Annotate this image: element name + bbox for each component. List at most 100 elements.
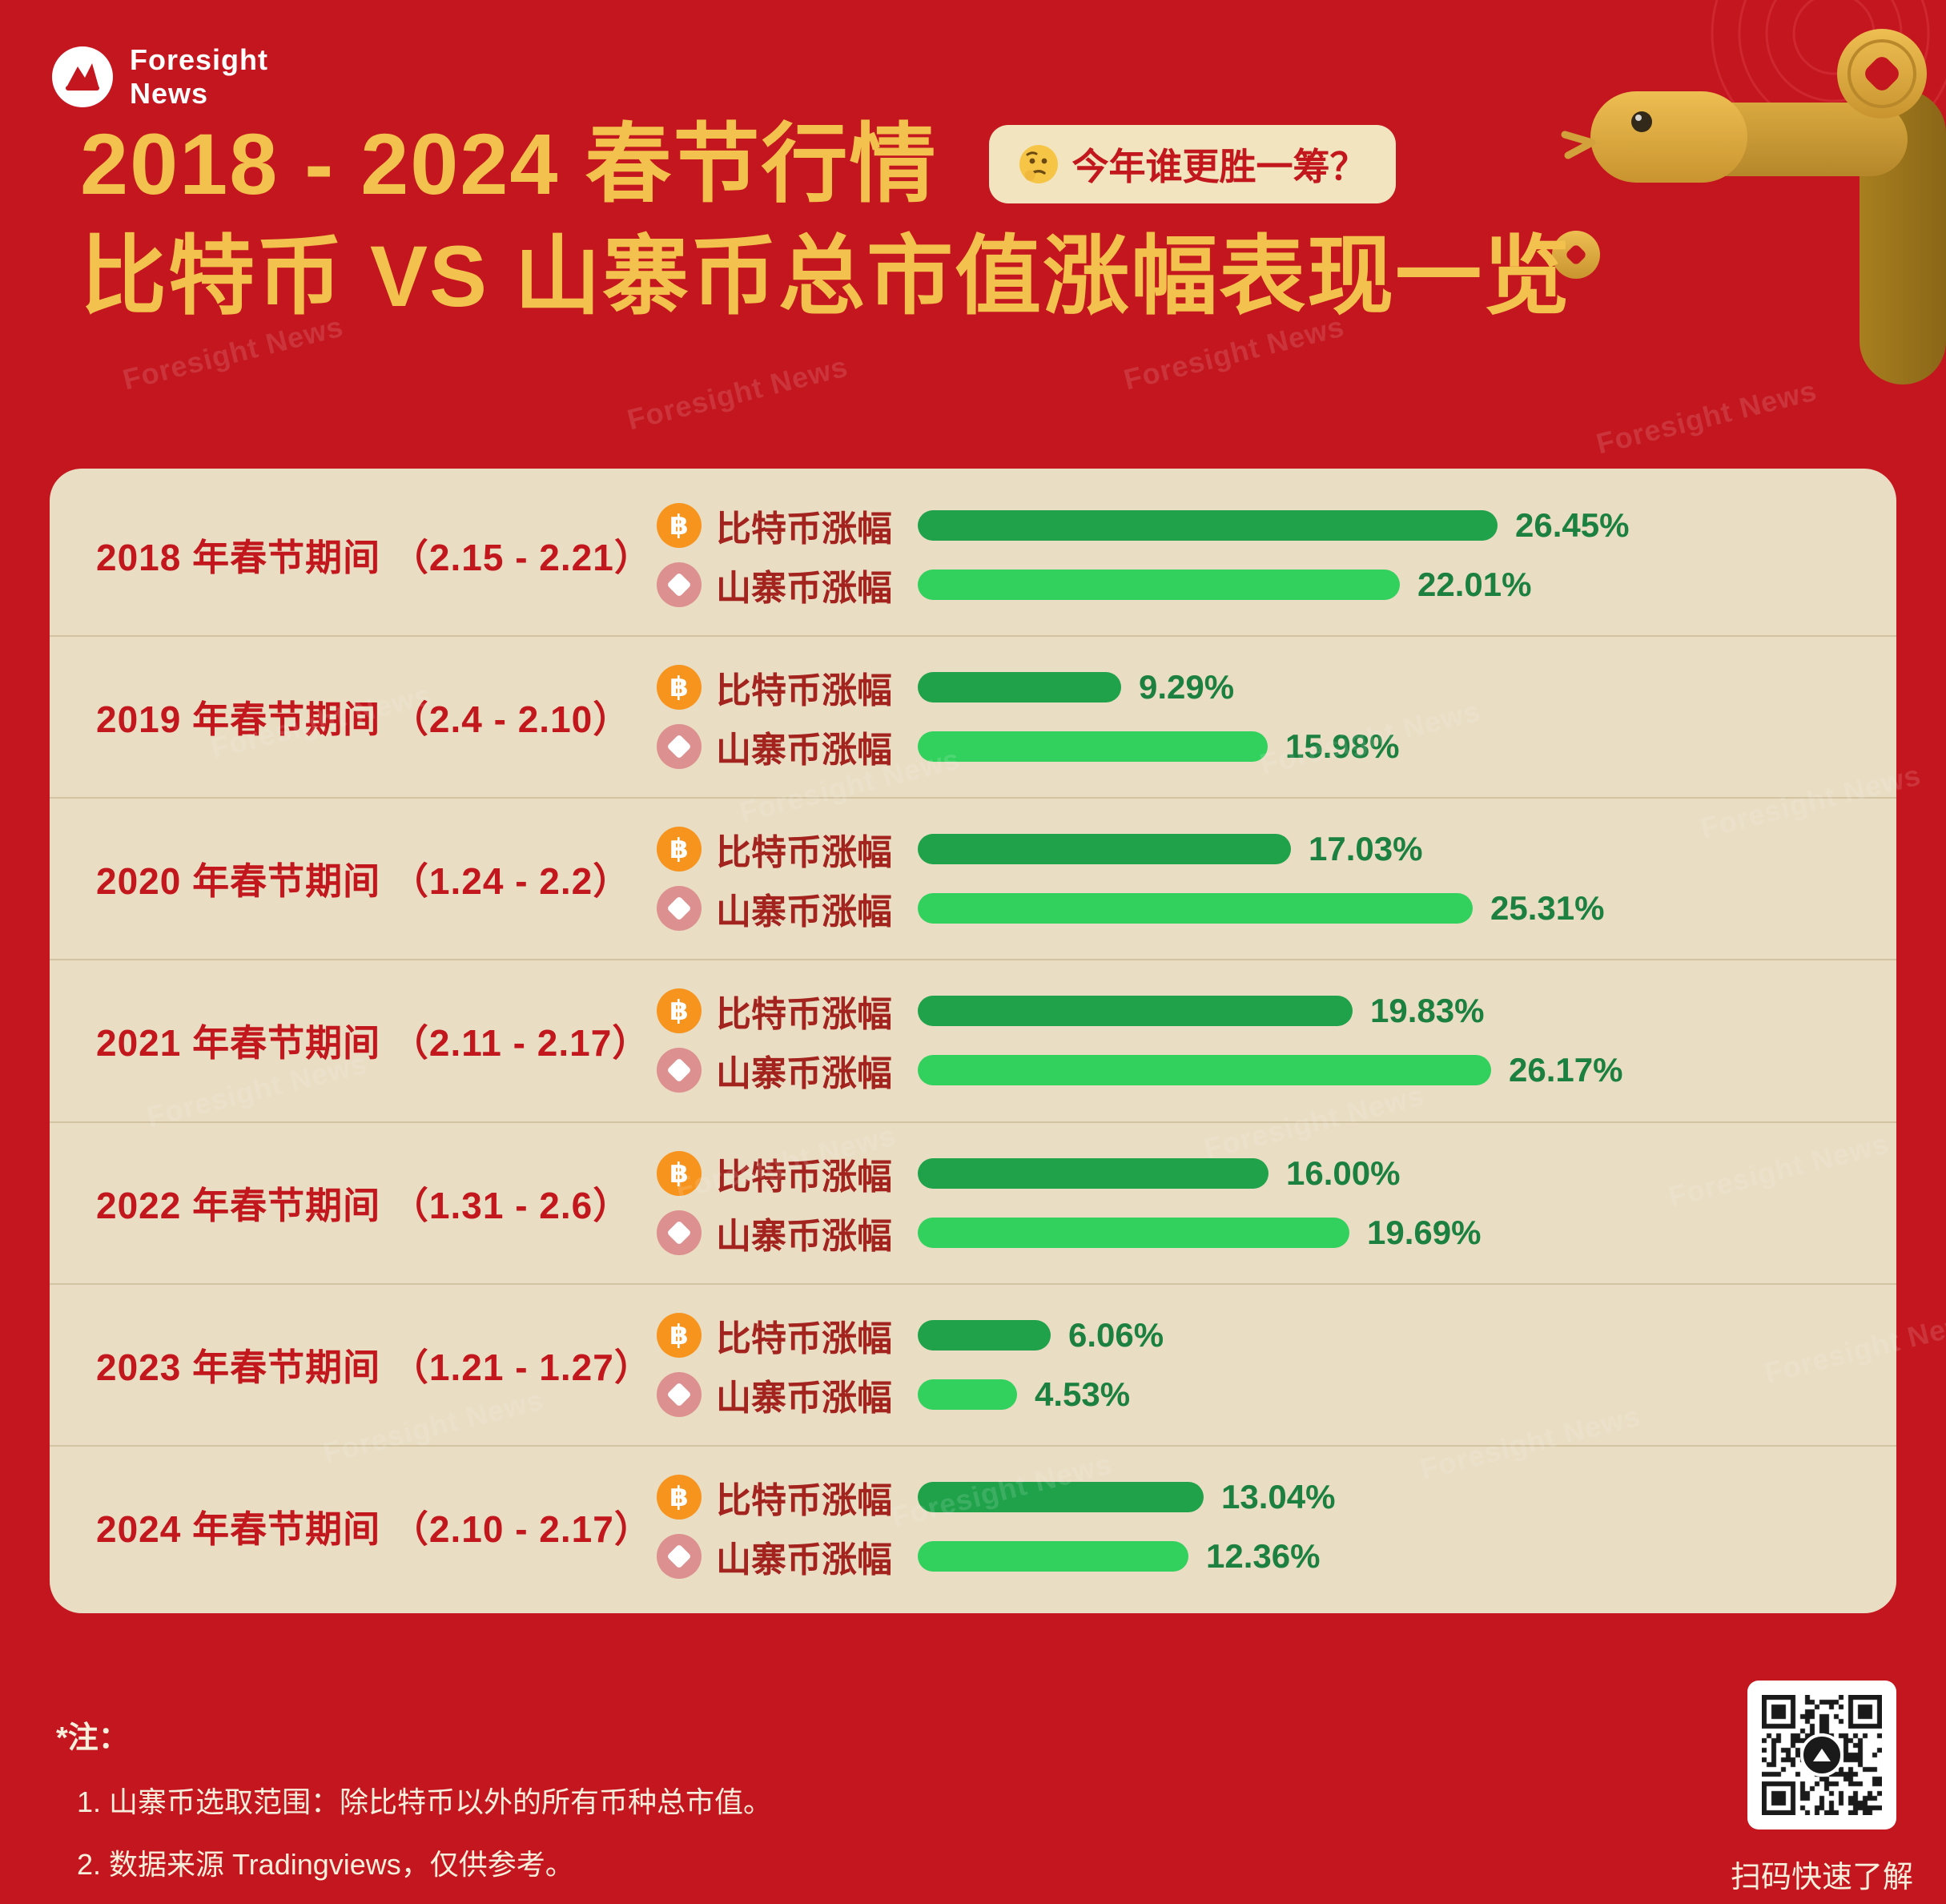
snake-illustration bbox=[1552, 0, 1946, 384]
alt-bar-line: 山寨币涨幅 26.17% bbox=[657, 1048, 1850, 1093]
chart-row: 2020 年春节期间 （1.24 - 2.2） ฿ 比特币涨幅 17.03% 山… bbox=[50, 799, 1896, 961]
alt-bar-line: 山寨币涨幅 12.36% bbox=[657, 1533, 1850, 1580]
alt-value: 4.53% bbox=[1035, 1375, 1131, 1413]
diamond-icon bbox=[666, 896, 692, 921]
bitcoin-icon: ฿ bbox=[657, 988, 702, 1034]
alt-series-label: 山寨币涨幅 bbox=[716, 1216, 892, 1256]
alt-bar-line: 山寨币涨幅 25.31% bbox=[657, 886, 1850, 932]
btc-bar bbox=[918, 1481, 1204, 1512]
btc-bar bbox=[918, 672, 1121, 703]
alt-bar bbox=[918, 1540, 1188, 1572]
diamond-icon bbox=[666, 1220, 692, 1246]
bitcoin-icon: ฿ bbox=[657, 1474, 702, 1520]
alt-bar bbox=[918, 1055, 1491, 1086]
alt-bar-line: 山寨币涨幅 15.98% bbox=[657, 724, 1850, 771]
btc-series-label: 比特币涨幅 bbox=[716, 1318, 892, 1359]
btc-bar-line: ฿ 比特币涨幅 9.29% bbox=[657, 665, 1850, 710]
chart-row: 2018 年春节期间 （2.15 - 2.21） ฿ 比特币涨幅 26.45% … bbox=[50, 475, 1896, 638]
chart-panel: 2018 年春节期间 （2.15 - 2.21） ฿ 比特币涨幅 26.45% … bbox=[50, 469, 1896, 1613]
altcoin-icon bbox=[657, 1533, 702, 1579]
bitcoin-icon: ฿ bbox=[657, 1312, 702, 1358]
alt-series-label: 山寨币涨幅 bbox=[716, 1378, 892, 1418]
brand-name: Foresight News bbox=[130, 43, 268, 111]
btc-series-label: 比特币涨幅 bbox=[716, 833, 892, 873]
btc-value: 13.04% bbox=[1221, 1477, 1336, 1516]
diamond-icon bbox=[666, 1057, 692, 1084]
btc-value: 26.45% bbox=[1515, 506, 1630, 545]
btc-series-label: 比特币涨幅 bbox=[716, 995, 892, 1035]
btc-bar-line: ฿ 比特币涨幅 13.04% bbox=[657, 1474, 1850, 1520]
period-label: 2018 年春节期间 （2.15 - 2.21） bbox=[96, 537, 652, 579]
period-label: 2021 年春节期间 （2.11 - 2.17） bbox=[96, 1022, 650, 1065]
snake-tongue bbox=[1561, 131, 1596, 159]
altcoin-icon bbox=[657, 1210, 702, 1255]
btc-series-label: 比特币涨幅 bbox=[716, 1157, 892, 1197]
chart-row: 2021 年春节期间 （2.11 - 2.17） ฿ 比特币涨幅 19.83% … bbox=[50, 960, 1896, 1123]
alt-value: 26.17% bbox=[1509, 1051, 1623, 1089]
altcoin-icon bbox=[657, 1371, 702, 1417]
watermark: Foresight News bbox=[624, 349, 851, 437]
diamond-icon bbox=[666, 734, 692, 759]
btc-series-label: 比特币涨幅 bbox=[716, 509, 892, 549]
alt-bar-line: 山寨币涨幅 19.69% bbox=[657, 1210, 1850, 1256]
btc-bar bbox=[918, 996, 1353, 1027]
brand-line2: News bbox=[130, 77, 209, 110]
alt-bar bbox=[918, 1379, 1017, 1410]
coin-decoration-small bbox=[1552, 231, 1600, 279]
watermark: Foresight News bbox=[1593, 373, 1820, 461]
bitcoin-icon: ฿ bbox=[657, 503, 702, 549]
alt-bar bbox=[918, 893, 1473, 924]
btc-value: 9.29% bbox=[1139, 668, 1235, 706]
alt-value: 15.98% bbox=[1285, 727, 1400, 766]
alt-bar-line: 山寨币涨幅 4.53% bbox=[657, 1371, 1850, 1418]
coin-decoration-large bbox=[1837, 29, 1927, 119]
diamond-icon bbox=[666, 1382, 692, 1407]
qr-code bbox=[1747, 1681, 1896, 1830]
bitcoin-icon: ฿ bbox=[657, 1150, 702, 1196]
bitcoin-icon: ฿ bbox=[657, 827, 702, 872]
bitcoin-icon: ฿ bbox=[657, 665, 702, 710]
snake-head bbox=[1590, 91, 1747, 183]
btc-bar-line: ฿ 比特币涨幅 19.83% bbox=[657, 988, 1850, 1034]
brand-logo: Foresight News bbox=[51, 43, 268, 111]
chart-row: 2024 年春节期间 （2.10 - 2.17） ฿ 比特币涨幅 13.04% … bbox=[50, 1447, 1896, 1607]
btc-value: 19.83% bbox=[1370, 992, 1485, 1030]
btc-bar-line: ฿ 比特币涨幅 6.06% bbox=[657, 1312, 1850, 1359]
chart-row: 2023 年春节期间 （1.21 - 1.27） ฿ 比特币涨幅 6.06% 山… bbox=[50, 1285, 1896, 1447]
page-title-line1: 2018 - 2024 春节行情 bbox=[80, 115, 938, 212]
alt-value: 25.31% bbox=[1490, 889, 1605, 928]
brand-line1: Foresight bbox=[130, 43, 269, 76]
btc-bar bbox=[918, 834, 1291, 865]
chart-row: 2019 年春节期间 （2.4 - 2.10） ฿ 比特币涨幅 9.29% 山寨… bbox=[50, 637, 1896, 799]
subtitle-badge: 今年谁更胜一筹？ bbox=[988, 124, 1396, 203]
btc-series-label: 比特币涨幅 bbox=[716, 1480, 892, 1520]
alt-series-label: 山寨币涨幅 bbox=[716, 892, 892, 932]
btc-bar-line: ฿ 比特币涨幅 16.00% bbox=[657, 1150, 1850, 1197]
altcoin-icon bbox=[657, 562, 702, 608]
note-title: *注： bbox=[56, 1721, 129, 1755]
alt-series-label: 山寨币涨幅 bbox=[716, 731, 892, 771]
period-label: 2022 年春节期间 （1.31 - 2.6） bbox=[96, 1184, 631, 1226]
btc-series-label: 比特币涨幅 bbox=[716, 671, 892, 711]
altcoin-icon bbox=[657, 1048, 702, 1093]
note-item: 1. 山寨币选取范围：除比特币以外的所有币种总市值。 bbox=[77, 1785, 773, 1818]
snake-eye bbox=[1631, 111, 1652, 132]
btc-value: 6.06% bbox=[1068, 1315, 1164, 1354]
alt-value: 19.69% bbox=[1367, 1213, 1482, 1251]
alt-bar bbox=[918, 1217, 1349, 1248]
alt-value: 12.36% bbox=[1206, 1536, 1321, 1575]
foresight-logo-icon bbox=[52, 46, 113, 107]
alt-bar-line: 山寨币涨幅 22.01% bbox=[657, 562, 1850, 609]
altcoin-icon bbox=[657, 886, 702, 932]
qr-caption: 扫码快速了解 bbox=[1730, 1861, 1913, 1894]
period-label: 2024 年春节期间 （2.10 - 2.17） bbox=[96, 1508, 652, 1550]
btc-bar-line: ฿ 比特币涨幅 26.45% bbox=[657, 503, 1850, 549]
period-label: 2019 年春节期间 （2.4 - 2.10） bbox=[96, 698, 631, 741]
chart-row: 2022 年春节期间 （1.31 - 2.6） ฿ 比特币涨幅 16.00% 山… bbox=[50, 1123, 1896, 1285]
btc-bar-line: ฿ 比特币涨幅 17.03% bbox=[657, 827, 1850, 872]
alt-bar bbox=[918, 570, 1400, 601]
period-label: 2020 年春节期间 （1.24 - 2.2） bbox=[96, 860, 631, 903]
alt-series-label: 山寨币涨幅 bbox=[716, 569, 892, 609]
alt-series-label: 山寨币涨幅 bbox=[716, 1054, 892, 1094]
qr-logo-icon bbox=[1800, 1733, 1843, 1777]
